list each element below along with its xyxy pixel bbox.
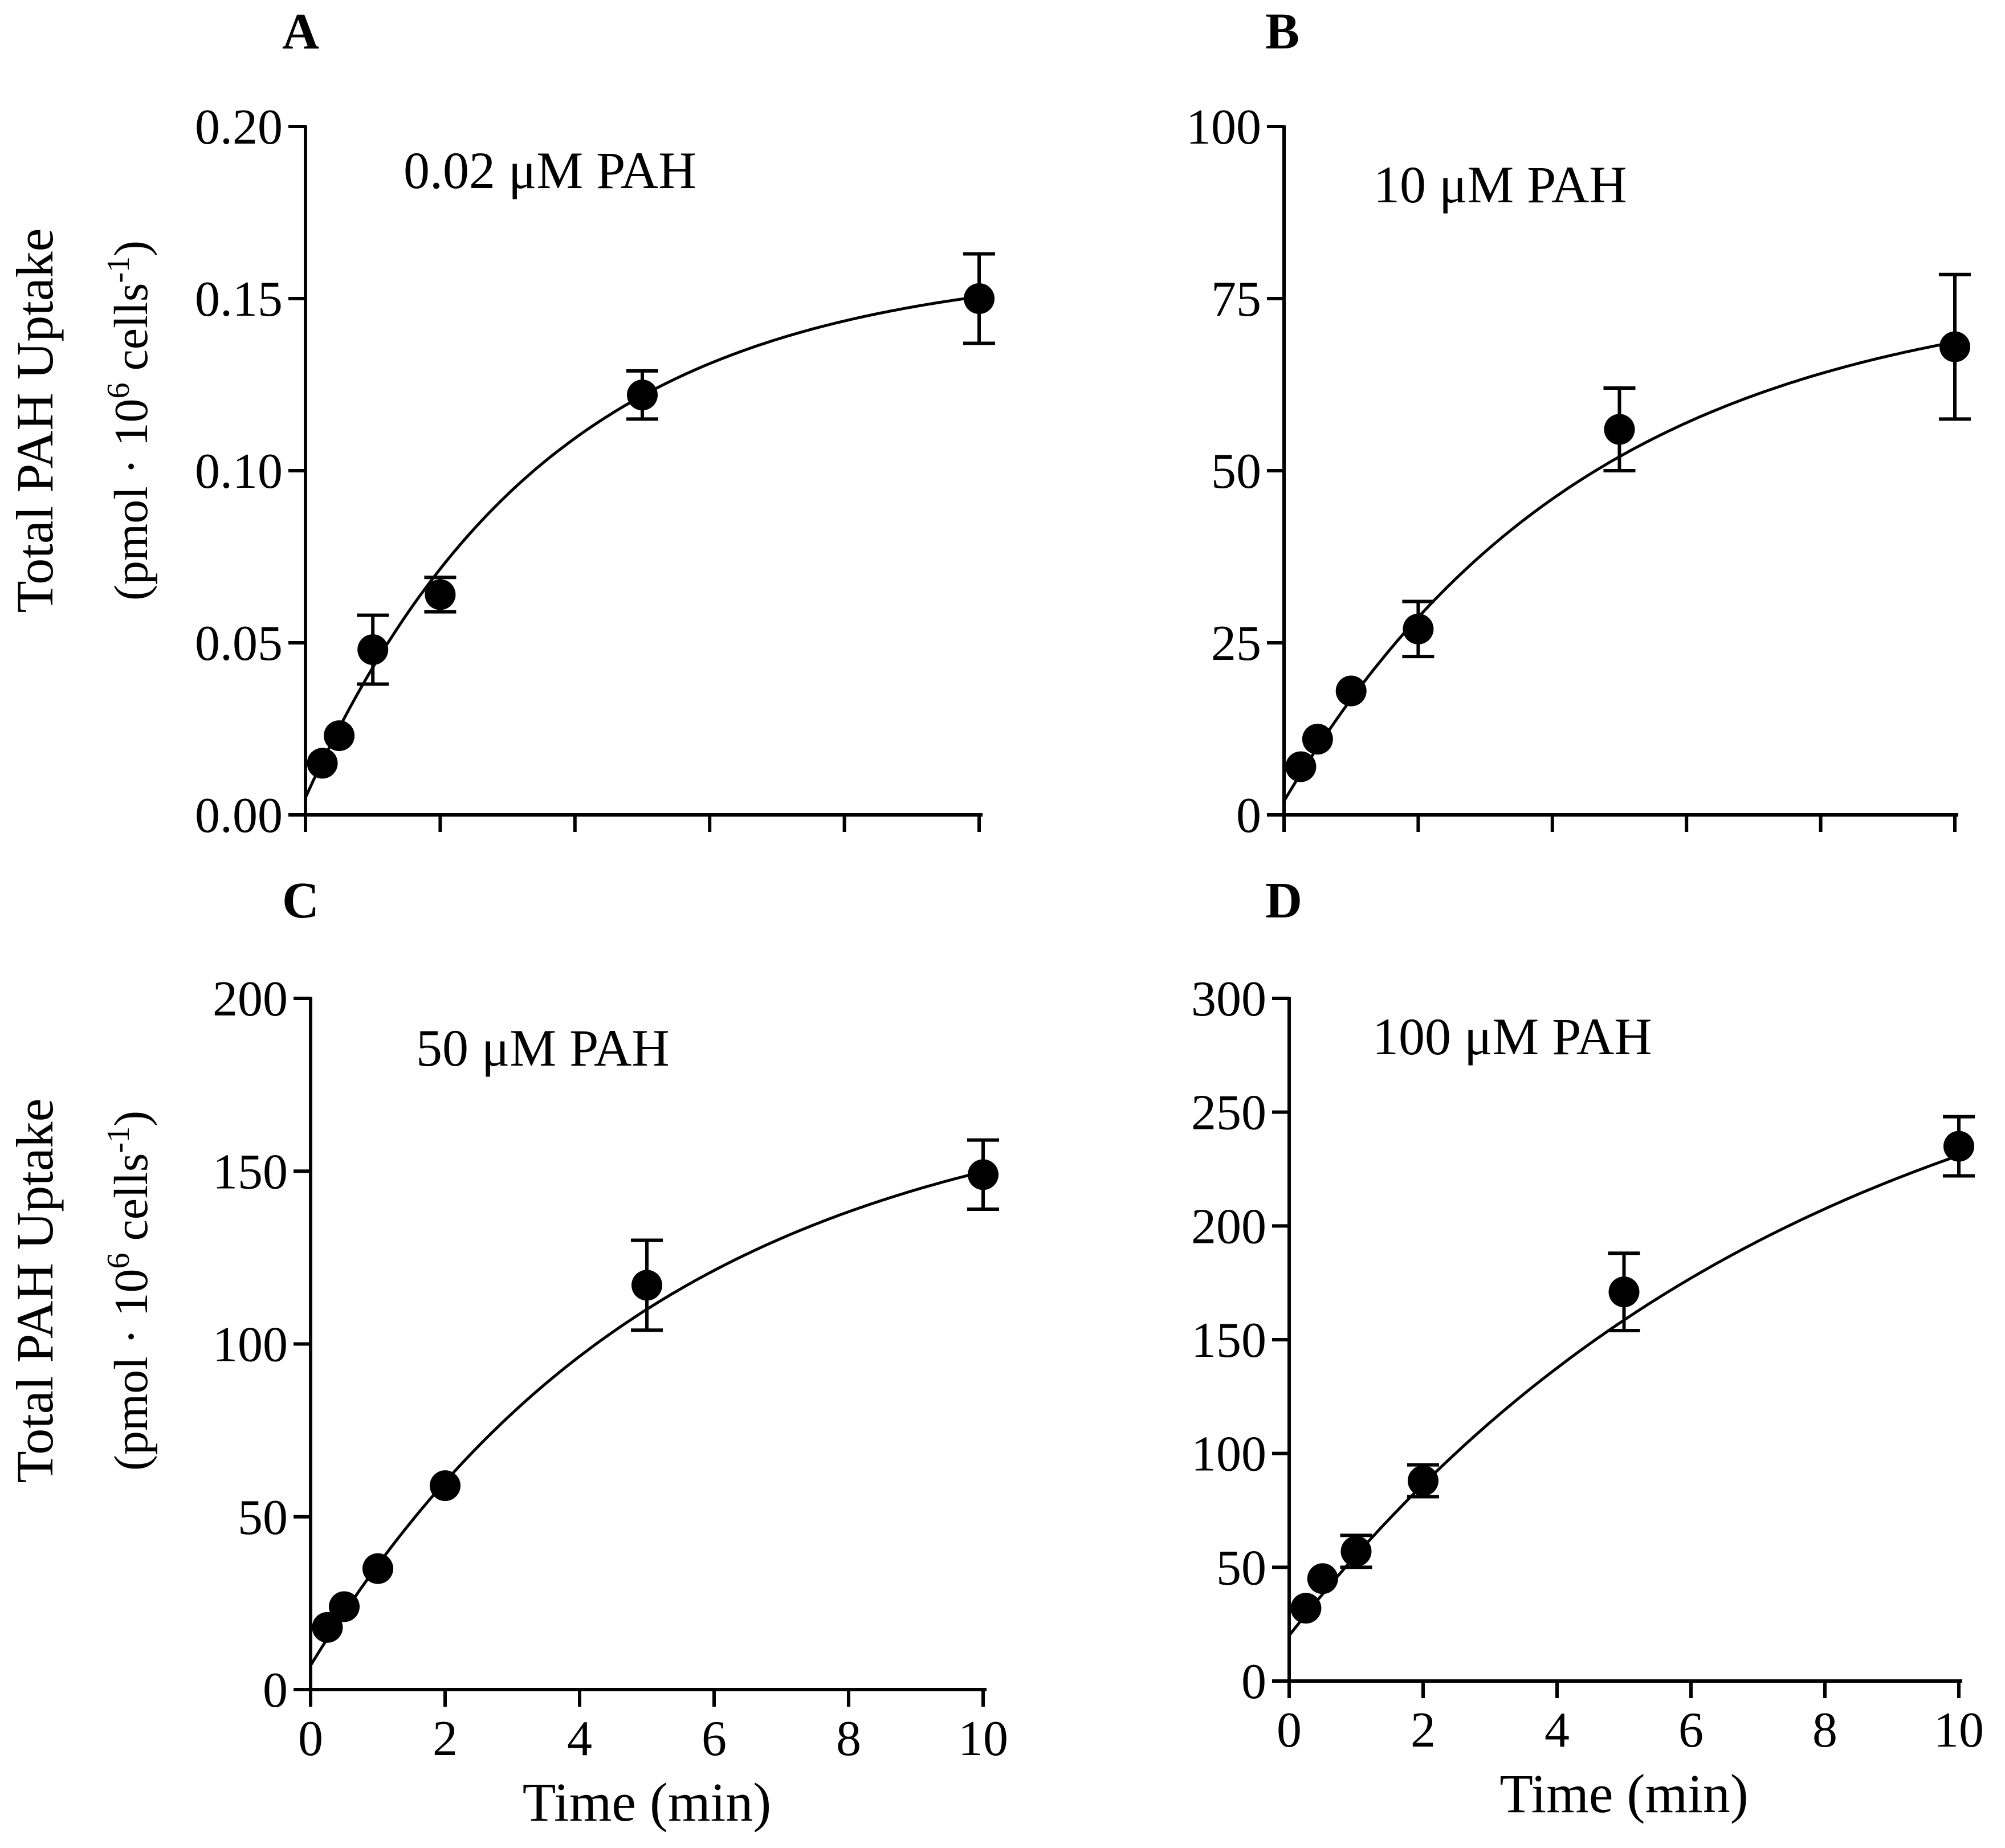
y-tick-label-c: 100 bbox=[213, 1317, 288, 1373]
data-point-b-3 bbox=[1403, 613, 1434, 644]
panel-letter-b: B bbox=[1265, 3, 1299, 60]
y-tick-label-d: 100 bbox=[1191, 1427, 1266, 1482]
panel-title-d: 100 μM PAH bbox=[1372, 1007, 1652, 1066]
x-axis-label-c: Time (min) bbox=[523, 1772, 772, 1833]
panel-letter-c: C bbox=[282, 872, 319, 929]
data-point-a-4 bbox=[627, 380, 658, 411]
data-point-c-0 bbox=[312, 1612, 343, 1643]
data-point-d-2 bbox=[1340, 1536, 1372, 1567]
x-tick-label-d: 6 bbox=[1678, 1703, 1704, 1758]
ylabel-bottom-line2: (pmol · 106 cells-1) bbox=[101, 1111, 158, 1471]
x-tick-label-d: 2 bbox=[1411, 1703, 1436, 1758]
data-point-a-2 bbox=[357, 634, 389, 666]
x-tick-label-c: 0 bbox=[298, 1711, 323, 1767]
data-point-c-2 bbox=[362, 1553, 393, 1584]
data-point-d-3 bbox=[1408, 1465, 1438, 1496]
y-tick-label-a: 0.10 bbox=[195, 444, 283, 499]
data-point-b-4 bbox=[1604, 414, 1635, 445]
y-tick-label-b: 0 bbox=[1236, 788, 1261, 843]
y-tick-label-d: 200 bbox=[1191, 1199, 1266, 1254]
data-point-d-5 bbox=[1943, 1131, 1974, 1162]
y-tick-label-a: 0.15 bbox=[195, 272, 283, 327]
panel-a: A 0.00 0.05 0.10 0.15 0.20 0.02 μM PAH bbox=[195, 3, 995, 843]
panel-title-a: 0.02 μM PAH bbox=[404, 141, 696, 199]
y-tick-label-d: 150 bbox=[1191, 1313, 1266, 1368]
data-point-c-5 bbox=[968, 1159, 999, 1190]
y-tick-label-a: 0.20 bbox=[195, 100, 283, 155]
data-point-c-1 bbox=[329, 1591, 360, 1622]
data-point-c-3 bbox=[430, 1470, 461, 1502]
y-tick-label-b: 50 bbox=[1211, 444, 1261, 499]
panel-title-c: 50 μM PAH bbox=[416, 1019, 670, 1077]
x-tick-label-c: 6 bbox=[702, 1711, 727, 1767]
y-tick-label-c: 200 bbox=[213, 972, 288, 1027]
x-tick-label-d: 4 bbox=[1544, 1703, 1570, 1758]
x-tick-label-c: 10 bbox=[958, 1711, 1008, 1767]
data-point-a-0 bbox=[307, 748, 338, 779]
y-tick-label-d: 300 bbox=[1191, 972, 1266, 1027]
data-point-c-4 bbox=[631, 1270, 662, 1301]
ylabel-top: Total PAH Uptake (pmol · 106 cells-1) bbox=[6, 229, 158, 613]
data-point-d-4 bbox=[1608, 1276, 1640, 1308]
data-point-b-2 bbox=[1335, 675, 1367, 707]
y-tick-label-b: 25 bbox=[1211, 616, 1261, 671]
chart-panels: A 0.00 0.05 0.10 0.15 0.20 0.02 μM PAH B 0 25 50 75… bbox=[195, 3, 1984, 1833]
data-point-d-0 bbox=[1290, 1593, 1322, 1624]
data-point-b-1 bbox=[1302, 724, 1333, 755]
y-tick-label-c: 150 bbox=[213, 1144, 288, 1200]
data-point-d-1 bbox=[1307, 1563, 1338, 1594]
y-tick-label-d: 0 bbox=[1241, 1654, 1266, 1710]
panel-b: B 0 25 50 75 100 10 μM PAH bbox=[1186, 3, 1971, 843]
ylabel-top-line2: (pmol · 106 cells-1) bbox=[101, 240, 158, 601]
y-tick-label-c: 50 bbox=[238, 1490, 288, 1545]
x-tick-label-d: 0 bbox=[1277, 1703, 1302, 1758]
ylabel-bottom-line1: Total PAH Uptake bbox=[6, 1099, 64, 1483]
y-tick-label-d: 250 bbox=[1191, 1086, 1266, 1141]
y-tick-label-a: 0.05 bbox=[195, 616, 283, 671]
ylabel-bottom: Total PAH Uptake (pmol · 106 cells-1) bbox=[6, 1099, 158, 1483]
data-point-b-0 bbox=[1285, 751, 1317, 782]
y-tick-label-b: 75 bbox=[1211, 272, 1261, 327]
x-tick-label-d: 10 bbox=[1934, 1703, 1984, 1758]
data-point-a-5 bbox=[964, 283, 995, 314]
y-tick-label-d: 50 bbox=[1216, 1540, 1266, 1596]
x-tick-label-c: 8 bbox=[836, 1711, 861, 1767]
data-point-a-3 bbox=[425, 579, 456, 610]
x-tick-label-c: 2 bbox=[433, 1711, 458, 1767]
x-tick-label-d: 8 bbox=[1812, 1703, 1837, 1758]
panel-c: C 0 50 100 150 200 0 2 4 6 8 10 Time (min) 50 μM PAH bbox=[213, 872, 1008, 1833]
panel-letter-a: A bbox=[282, 3, 319, 60]
y-tick-label-a: 0.00 bbox=[195, 788, 283, 843]
y-tick-label-b: 100 bbox=[1186, 100, 1261, 155]
x-axis-label-d: Time (min) bbox=[1499, 1763, 1749, 1824]
data-point-a-1 bbox=[324, 720, 355, 752]
panel-title-b: 10 μM PAH bbox=[1374, 156, 1627, 214]
data-point-b-5 bbox=[1939, 331, 1970, 362]
panel-d: D 0 50 100 150 200 250 300 0 2 4 6 8 10 Time (min) 100 … bbox=[1191, 872, 1984, 1824]
ylabel-top-line1: Total PAH Uptake bbox=[6, 229, 64, 613]
x-tick-label-c: 4 bbox=[567, 1711, 592, 1767]
y-tick-label-c: 0 bbox=[263, 1663, 288, 1718]
panel-letter-d: D bbox=[1265, 872, 1302, 929]
